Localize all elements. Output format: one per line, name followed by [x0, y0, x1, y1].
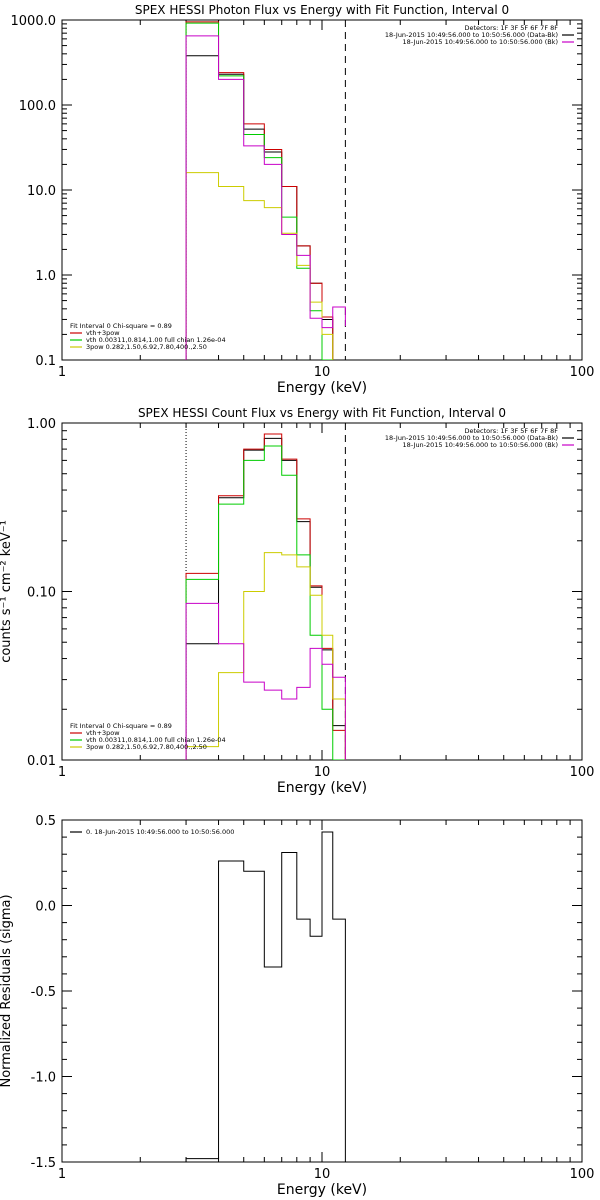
legend-label: 0. 18-Jun-2015 10:49:56.000 to 10:50:56.…	[86, 828, 234, 836]
data-series-4	[185, 35, 346, 360]
y-tick-label: -1.0	[31, 1071, 56, 1086]
legend-title: Fit Interval 0 Chi-square = 0.89	[70, 722, 172, 730]
chart-panel-1: SPEX HESSI Count Flux vs Energy with Fit…	[0, 406, 595, 796]
chart-title: SPEX HESSI Count Flux vs Energy with Fit…	[138, 406, 506, 420]
legend-label: vth+3pow	[86, 729, 120, 737]
legend-label: vth+3pow	[86, 329, 120, 337]
data-series-1	[185, 433, 346, 760]
x-axis-label: Energy (keV)	[277, 1182, 367, 1198]
legend-label: vth 0.00311,0.814,1.00 full chian 1.26e-…	[86, 736, 226, 744]
y-tick-label: 0.1	[35, 354, 56, 369]
x-tick-label: 100	[570, 765, 595, 780]
x-tick-label: 100	[570, 1167, 595, 1182]
data-series-2	[185, 445, 346, 760]
info-line: Detectors: 1F 3F 5F 6F 7F 8F	[464, 427, 558, 435]
info-line: 18-Jun-2015 10:49:56.000 to 10:50:56.000…	[385, 434, 558, 442]
y-tick-label: -1.5	[31, 1156, 56, 1171]
legend-label: 3pow 0.282,1.50,6.92,7.80,400.,2.50	[86, 743, 207, 751]
x-tick-label: 10	[314, 365, 331, 380]
data-series-0	[185, 437, 346, 760]
data-series-3	[185, 172, 334, 360]
y-tick-label: 0.10	[27, 586, 56, 601]
y-tick-label: 0.5	[35, 814, 56, 829]
y-tick-label: 0.0	[35, 900, 56, 915]
x-tick-label: 1	[58, 365, 66, 380]
y-tick-label: -0.5	[31, 985, 56, 1000]
info-line: Detectors: 1F 3F 5F 6F 7F 8F	[464, 24, 558, 32]
y-axis-label: counts s⁻¹ cm⁻² keV⁻¹	[0, 520, 14, 663]
data-series-4	[185, 602, 346, 760]
y-tick-label: 1.0	[35, 269, 56, 284]
data-series-1	[185, 21, 334, 360]
y-tick-label: 1000.0	[11, 14, 57, 29]
x-tick-label: 1	[58, 765, 66, 780]
x-tick-label: 10	[314, 765, 331, 780]
y-tick-label: 0.01	[27, 754, 56, 769]
y-tick-label: 1.00	[27, 417, 56, 432]
x-tick-label: 100	[570, 365, 595, 380]
legend-title: Fit Interval 0 Chi-square = 0.89	[70, 322, 172, 330]
chart-panel-2: 1 10 100 Energy (keV) -1.5 -1.0 -0.5 0.0 0.5 Norm…	[0, 814, 594, 1198]
legend-label: 3pow 0.282,1.50,6.92,7.80,400.,2.50	[86, 343, 207, 351]
x-axis-label: Energy (keV)	[277, 780, 367, 796]
x-tick-label: 10	[314, 1167, 331, 1182]
y-tick-label: 10.0	[27, 184, 56, 199]
info-line: 18-Jun-2015 10:49:56.000 to 10:50:56.000…	[403, 38, 558, 46]
legend-label: vth 0.00311,0.814,1.00 full chian 1.26e-…	[86, 336, 226, 344]
y-axis-label: Normalized Residuals (sigma)	[0, 894, 14, 1087]
info-line: 18-Jun-2015 10:49:56.000 to 10:50:56.000…	[403, 441, 558, 449]
data-series-2	[185, 22, 334, 360]
x-tick-label: 1	[58, 1167, 66, 1182]
y-tick-label: 100.0	[19, 99, 56, 114]
data-series-3	[185, 552, 346, 760]
info-line: 18-Jun-2015 10:49:56.000 to 10:50:56.000…	[385, 31, 558, 39]
data-series-0	[185, 831, 346, 1162]
chart-panel-0: SPEX HESSI Photon Flux vs Energy with Fi…	[11, 3, 595, 396]
x-axis-label: Energy (keV)	[277, 380, 367, 396]
chart-title: SPEX HESSI Photon Flux vs Energy with Fi…	[135, 3, 509, 17]
